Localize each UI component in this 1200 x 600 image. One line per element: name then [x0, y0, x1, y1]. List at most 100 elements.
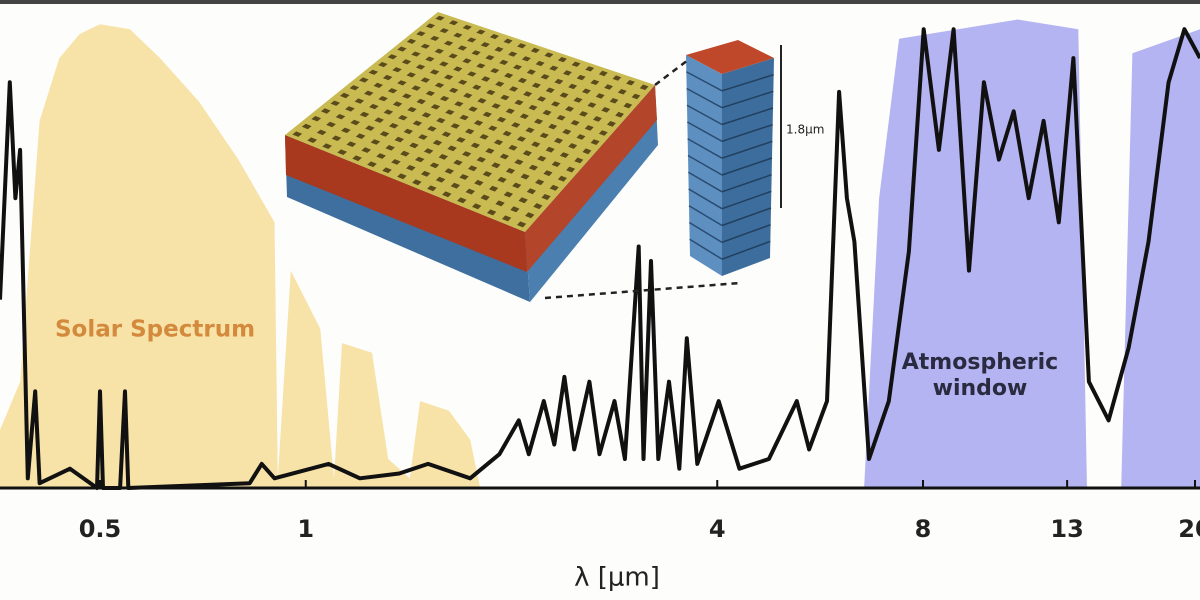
pillar-cell	[453, 159, 463, 166]
layer-line	[721, 157, 773, 176]
pillar-cell	[450, 123, 460, 129]
pillar-cell	[499, 59, 509, 65]
pillar-cell	[508, 144, 518, 151]
pillar-cell	[598, 130, 608, 136]
pillar-cell	[415, 156, 425, 163]
pillar-cell	[476, 29, 486, 35]
pillar-cell	[349, 85, 360, 91]
pillar-cell	[604, 84, 613, 90]
pillar-cell	[394, 136, 404, 143]
pillar-cell	[511, 122, 521, 128]
pillar-cell	[373, 82, 383, 88]
pillar-cell	[346, 141, 357, 147]
pillar-cell	[495, 81, 505, 87]
pillar-cell	[470, 142, 480, 149]
pillar-cell	[570, 120, 580, 126]
pillar-cell	[403, 128, 413, 135]
pillar-cell	[485, 55, 495, 61]
pillar-cell	[392, 101, 403, 107]
pillar-cell	[448, 53, 458, 59]
pillar-cell	[449, 87, 459, 94]
pillar-cell	[476, 156, 486, 163]
x-tick-label: 0.5	[79, 515, 122, 543]
pillar-cell	[449, 20, 459, 26]
pillar-cell	[387, 88, 398, 94]
pillar-cell	[398, 115, 408, 121]
pillar-cell	[473, 120, 484, 126]
pillar-cell	[497, 176, 507, 183]
pillar-cell	[397, 80, 407, 86]
pillar-cell	[438, 154, 448, 160]
pillar-cell	[534, 118, 544, 125]
pillar-cell	[382, 74, 393, 81]
pillar-cell	[537, 96, 547, 102]
pillar-cell	[402, 93, 412, 99]
top-border	[0, 0, 1200, 4]
pillar-cell	[496, 116, 507, 123]
pillar-cell	[435, 15, 445, 21]
block-side-red	[525, 85, 657, 272]
solar-label: Solar Spectrum	[55, 317, 255, 343]
pillar-cell	[545, 146, 555, 153]
pillar-cell	[412, 120, 423, 126]
pillar-cell	[601, 107, 611, 113]
pillar-cell	[435, 176, 446, 183]
pillar-cell	[479, 134, 489, 140]
pillar-layers	[685, 71, 774, 260]
pillar-cell	[453, 66, 463, 72]
pillar-cell	[542, 109, 552, 116]
layer-line	[687, 171, 723, 193]
pillar-cell	[425, 56, 435, 62]
pillar-cell	[565, 106, 574, 112]
pillar-cell	[462, 151, 472, 157]
pillar-cell	[568, 143, 578, 149]
pillar-cell	[562, 129, 572, 135]
pillar-cell	[316, 129, 327, 136]
pillar-cell	[502, 130, 512, 137]
layer-line	[721, 90, 774, 109]
pillar-cell	[456, 137, 466, 143]
pillar-cell	[340, 92, 350, 99]
pillar-cell	[533, 203, 543, 210]
pillar-cell	[571, 61, 581, 67]
pillar-cell	[545, 87, 555, 93]
pillar-cell	[495, 200, 505, 207]
pillar-cell	[576, 134, 586, 140]
pillar-cell	[416, 31, 426, 37]
pillar-cell	[590, 139, 600, 145]
pillar-cell	[391, 159, 401, 165]
pillar-cell	[423, 148, 434, 154]
layer-line	[721, 207, 772, 227]
zoom-line	[654, 59, 689, 86]
pillar-cell	[607, 121, 616, 127]
pillar-cell	[573, 97, 583, 103]
pillar-cell	[558, 57, 567, 63]
pillar-cell	[427, 185, 437, 192]
pillar-cell	[307, 137, 318, 143]
pillar-cell	[331, 135, 342, 141]
pillar-cell	[526, 188, 536, 195]
pillar-cell	[556, 115, 566, 121]
block-front-red	[285, 135, 527, 272]
pillar-cell	[430, 35, 440, 41]
pillar-cell	[382, 167, 392, 174]
layer-line	[689, 238, 723, 260]
pillar-cell	[489, 34, 499, 40]
pillar-cell	[587, 102, 597, 108]
layer-line	[686, 87, 723, 109]
pillar-grid	[292, 15, 649, 228]
pillar-cell	[487, 209, 497, 216]
layer-line	[687, 138, 723, 159]
pillar-cell	[370, 139, 381, 145]
x-axis-label: λ [μm]	[574, 563, 660, 593]
pillar-cell	[397, 173, 407, 180]
pillar-cell	[493, 139, 504, 146]
pillar-cell	[453, 32, 463, 38]
pillar-cell	[472, 84, 482, 90]
layer-line	[685, 71, 723, 92]
pillar-cell	[639, 84, 649, 90]
pillar-cell	[518, 197, 528, 204]
area	[864, 19, 1200, 488]
pillar-cell	[508, 51, 518, 57]
